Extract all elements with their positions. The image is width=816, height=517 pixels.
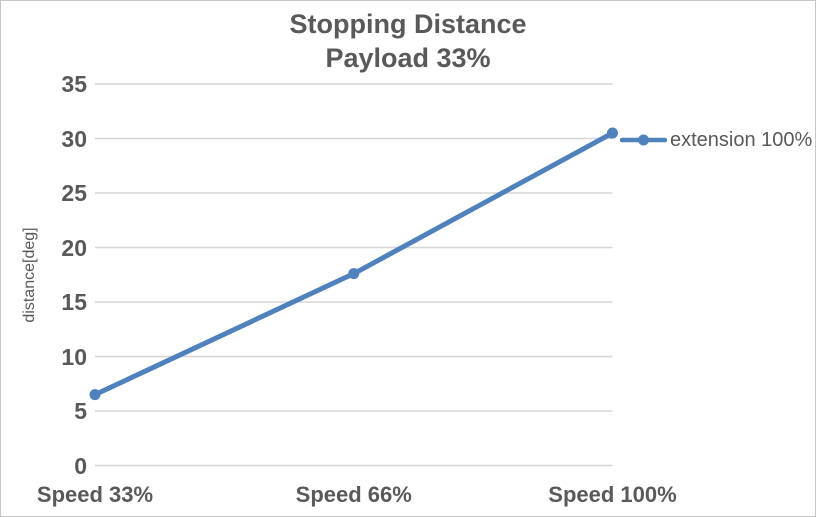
x-axis-label: Speed 66% bbox=[295, 482, 412, 507]
y-tick-label: 25 bbox=[61, 180, 87, 206]
legend-series-label: extension 100% bbox=[670, 128, 813, 151]
y-tick-label: 20 bbox=[61, 234, 87, 261]
chart-title-line2: Payload 33% bbox=[325, 43, 491, 73]
data-point-marker bbox=[607, 127, 618, 139]
x-axis-label: Speed 33% bbox=[36, 482, 154, 507]
y-tick-label: 5 bbox=[74, 398, 87, 424]
data-point-marker bbox=[89, 389, 101, 401]
y-tick-label: 35 bbox=[61, 71, 87, 97]
y-tick-label: 0 bbox=[74, 452, 87, 479]
y-tick-label: 30 bbox=[61, 125, 87, 152]
data-point-marker bbox=[348, 268, 360, 280]
chart-title: Stopping Distance Payload 33% bbox=[1, 7, 815, 75]
legend-dot bbox=[638, 134, 649, 146]
x-axis-label: Speed 100% bbox=[548, 482, 677, 507]
chart-title-line1: Stopping Distance bbox=[289, 9, 527, 39]
series-line bbox=[92, 130, 615, 398]
y-tick-label: 15 bbox=[61, 289, 87, 315]
y-tick-label: 10 bbox=[61, 343, 87, 370]
legend-line-marker-icon bbox=[620, 134, 667, 146]
legend: extension 100% bbox=[620, 127, 812, 153]
